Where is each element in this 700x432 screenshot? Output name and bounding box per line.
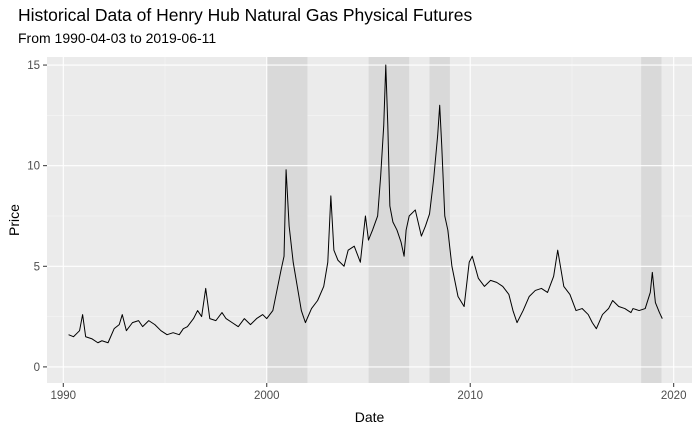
y-tick-label: 5: [34, 261, 40, 273]
y-axis: 0 5 10 15: [27, 60, 47, 374]
y-tick-label: 0: [34, 362, 40, 374]
y-tick-label: 15: [27, 60, 40, 72]
series-line-price: [68, 64, 663, 344]
y-axis-title: Price: [6, 204, 22, 236]
x-tick-label: 2020: [661, 390, 687, 402]
shaded-period: [266, 57, 308, 383]
shaded-period: [641, 57, 662, 383]
x-axis: 1990 2000 2010 2020: [50, 383, 686, 402]
x-axis-title: Date: [355, 409, 385, 425]
chart-title: Historical Data of Henry Hub Natural Gas…: [18, 5, 473, 25]
shaded-period: [429, 57, 450, 383]
y-tick-label: 10: [27, 161, 40, 173]
x-tick-label: 1990: [50, 390, 76, 402]
shaded-periods: [266, 57, 662, 383]
x-tick-label: 2000: [254, 390, 280, 402]
x-tick-label: 2010: [457, 390, 483, 402]
chart-subtitle: From 1990-04-03 to 2019-06-11: [18, 30, 217, 46]
shaded-period: [368, 57, 410, 383]
major-gridlines: [47, 57, 692, 383]
